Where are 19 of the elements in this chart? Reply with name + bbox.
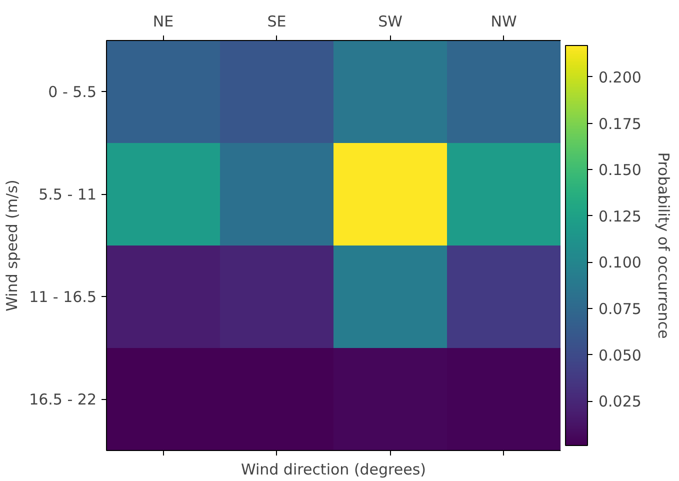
- color-bar-label: 0.050: [598, 346, 642, 364]
- color-bar-label: 0.075: [598, 300, 642, 318]
- color-bar-title: Probability of occurrence: [654, 152, 672, 339]
- y-axis-title: Wind speed (m/s): [3, 180, 22, 312]
- y-tick-label: 5.5 - 11: [38, 185, 96, 204]
- y-tick-label: 0 - 5.5: [48, 82, 97, 101]
- color-bar-label: 0.150: [598, 161, 642, 180]
- y-tick-label: 11 - 16.5: [29, 288, 97, 306]
- x-tick-label: SE: [267, 12, 286, 30]
- color-bar-label: 0.125: [598, 207, 642, 226]
- color-bar-label: 0.025: [598, 392, 642, 411]
- x-tick-label: NE: [152, 12, 174, 30]
- x-tick-label: SW: [378, 12, 403, 30]
- color-bar-label: 0.175: [598, 114, 642, 133]
- color-bar-label: 0.100: [598, 254, 642, 272]
- y-tick-label: 16.5 - 22: [29, 390, 97, 408]
- color-bar-label: 0.200: [598, 68, 642, 86]
- x-tick-label: NW: [490, 12, 517, 30]
- x-axis-title: Wind direction (degrees): [240, 460, 426, 478]
